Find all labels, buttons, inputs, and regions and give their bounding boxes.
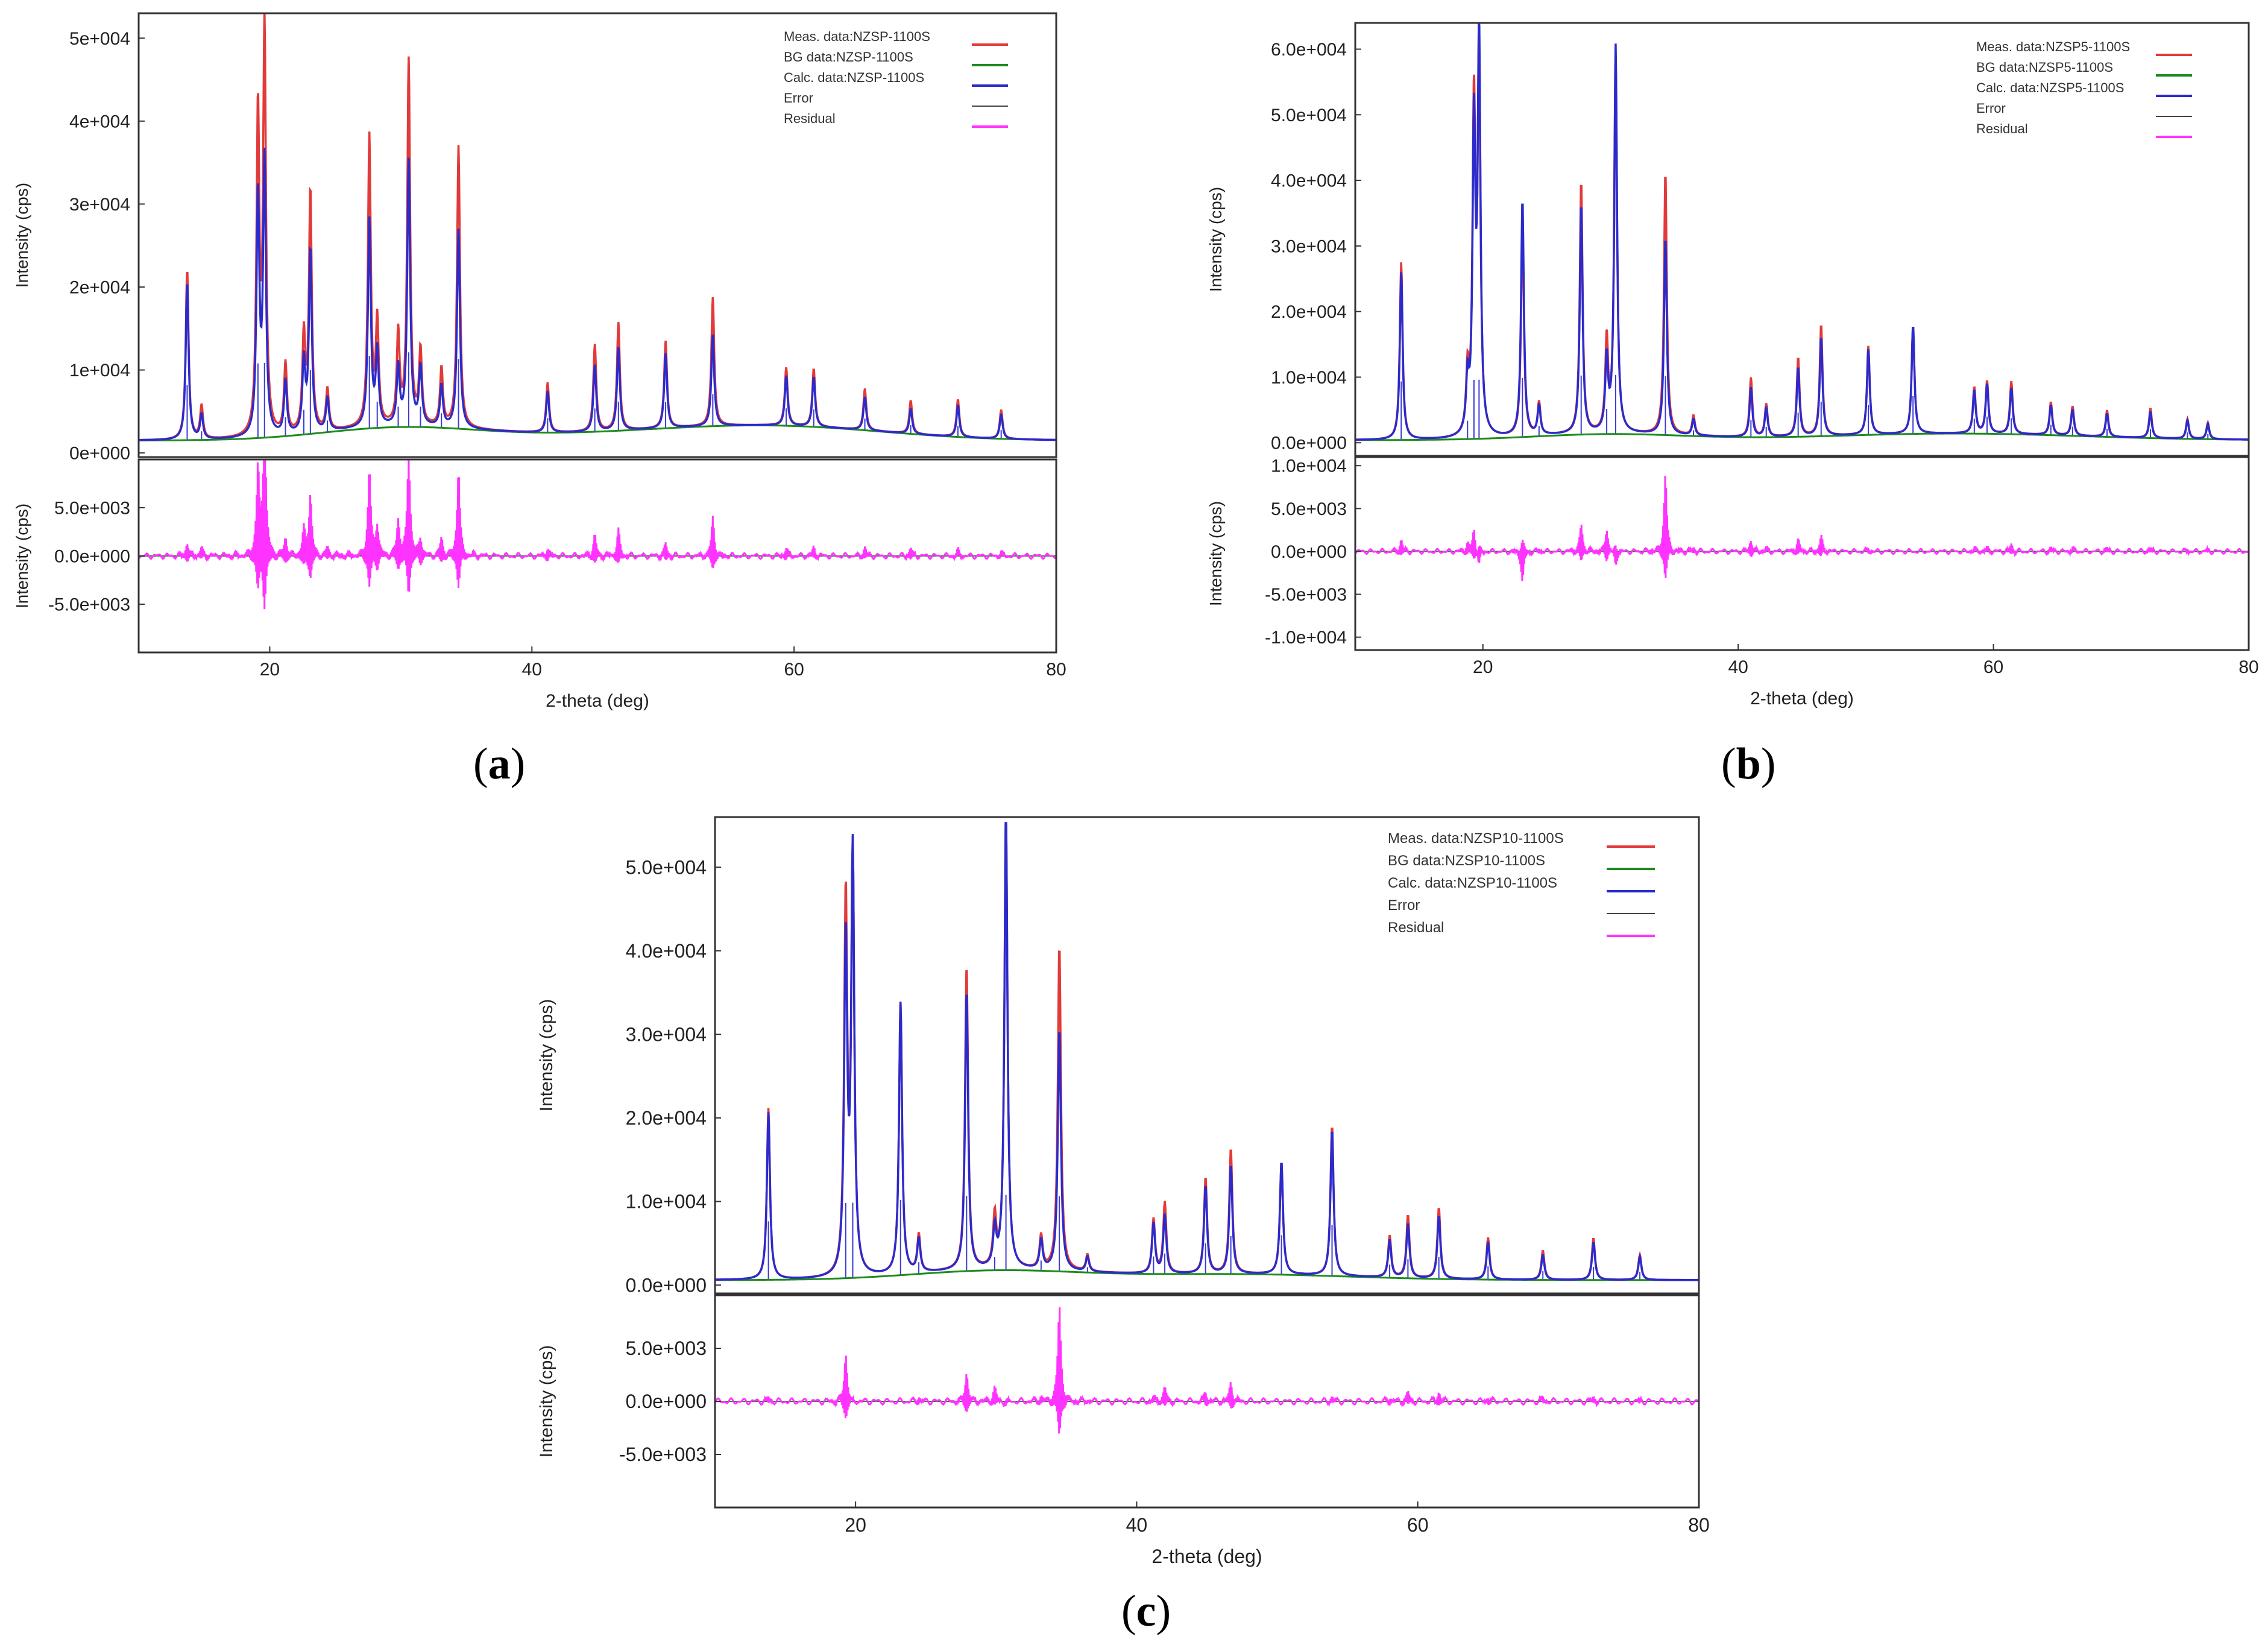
top-plot-area: [715, 821, 1699, 1281]
top-y-tick-label: 1.0e+004: [1271, 368, 1347, 388]
chart-panel-a: 0e+000 1e+004 2e+004 3e+004 4e+004 5e+004 5.0e…: [13, 12, 1066, 711]
series-residual-line: [139, 459, 1056, 610]
x-tick-label: 80: [1046, 660, 1066, 680]
x-tick-label: 60: [1407, 1514, 1429, 1536]
series-residual-line: [715, 1307, 1699, 1434]
bottom-y-tick-label: -5.0e+003: [619, 1444, 707, 1465]
bottom-plot-area: [715, 1307, 1699, 1434]
top-y-tick-label: 3.0e+004: [1271, 236, 1347, 256]
bottom-y-axis-label: Intensity (cps): [1206, 501, 1225, 606]
top-y-tick-label: 0e+000: [69, 444, 130, 464]
x-tick-label: 20: [1473, 657, 1493, 677]
legend-label: Calc. data:NZSP10-1100S: [1388, 875, 1557, 891]
series-calculated-line: [139, 147, 1056, 441]
top-y-tick-label: 2.0e+004: [1271, 302, 1347, 322]
bottom-y-tick-label: -5.0e+003: [1265, 585, 1347, 605]
top-y-tick-label: 2.0e+004: [626, 1107, 707, 1129]
top-y-tick-label: 5e+004: [69, 29, 130, 49]
legend-label: Residual: [784, 111, 836, 126]
x-axis-label: 2-theta (deg): [1151, 1545, 1262, 1567]
panel-label-a: (a): [473, 739, 526, 789]
legend-label: Residual: [1388, 920, 1444, 936]
legend-label: Calc. data:NZSP5-1100S: [1976, 80, 2124, 95]
legend-label: Meas. data:NZSP-1100S: [784, 29, 930, 44]
x-tick-label: 20: [260, 660, 280, 680]
top-y-tick-label: 4.0e+004: [1271, 171, 1347, 191]
top-y-tick-label: 0.0e+000: [1271, 434, 1347, 453]
legend-label: Error: [784, 90, 813, 106]
series-residual-line: [1355, 476, 2249, 581]
x-axis-label: 2-theta (deg): [1750, 689, 1854, 709]
x-tick-label: 60: [1983, 657, 2003, 677]
bottom-y-tick-label: 5.0e+003: [54, 499, 130, 519]
x-tick-label: 40: [522, 660, 542, 680]
bottom-plot-area: [1355, 476, 2249, 581]
legend-label: Calc. data:NZSP-1100S: [784, 70, 924, 85]
legend-label: Meas. data:NZSP10-1100S: [1388, 830, 1564, 847]
top-y-tick-label: 6.0e+004: [1271, 40, 1347, 60]
x-axis-label: 2-theta (deg): [546, 691, 649, 711]
top-y-tick-label: 2e+004: [69, 277, 130, 297]
bottom-plot-area: [139, 459, 1056, 610]
top-y-tick-label: 0.0e+000: [626, 1274, 707, 1296]
bottom-y-tick-label: 1.0e+004: [1271, 456, 1347, 476]
x-tick-label: 40: [1126, 1514, 1148, 1536]
bottom-y-tick-label: 5.0e+003: [1271, 499, 1347, 519]
top-y-tick-label: 5.0e+004: [1271, 106, 1347, 125]
series-background-line: [139, 424, 1056, 441]
legend-label: BG data:NZSP-1100S: [784, 49, 913, 65]
chart-panel-b: 0.0e+000 1.0e+004 2.0e+004 3.0e+004 4.0e+004…: [1206, 22, 2259, 709]
x-tick-label: 80: [2238, 657, 2258, 677]
top-plot-area: [139, 13, 1056, 441]
bottom-y-tick-label: 0.0e+000: [626, 1391, 707, 1412]
top-y-axis-label: Intensity (cps): [13, 183, 31, 288]
legend-label: Residual: [1976, 121, 2028, 136]
series-calculated-line: [715, 821, 1699, 1281]
legend-label: BG data:NZSP10-1100S: [1388, 853, 1545, 869]
series-calculated-line: [1355, 23, 2249, 441]
top-y-tick-label: 1.0e+004: [626, 1191, 707, 1213]
top-y-tick-label: 5.0e+004: [626, 856, 707, 878]
legend-label: Meas. data:NZSP5-1100S: [1976, 39, 2130, 54]
bottom-y-tick-label: -1.0e+004: [1265, 628, 1347, 648]
top-y-tick-label: 4e+004: [69, 112, 130, 131]
bottom-y-tick-label: 0.0e+000: [1271, 542, 1347, 562]
top-y-tick-label: 4.0e+004: [626, 940, 707, 962]
x-tick-label: 80: [1688, 1514, 1710, 1536]
x-tick-label: 40: [1728, 657, 1748, 677]
panel-label-c: (c): [1121, 1586, 1171, 1636]
top-plot-frame: [137, 12, 1057, 458]
top-plot-area: [1355, 23, 2249, 441]
series-background-line: [715, 1269, 1699, 1281]
top-y-tick-label: 1e+004: [69, 361, 130, 380]
x-tick-label: 60: [784, 660, 804, 680]
legend-label: Error: [1976, 101, 2006, 116]
top-y-axis-label: Intensity (cps): [1206, 187, 1225, 292]
legend-label: Error: [1388, 897, 1420, 914]
bottom-y-axis-label: Intensity (cps): [537, 1345, 556, 1458]
bottom-y-tick-label: -5.0e+003: [48, 595, 130, 615]
bottom-y-axis-label: Intensity (cps): [13, 504, 31, 608]
top-plot-frame: [1354, 22, 2250, 457]
x-tick-label: 20: [845, 1514, 866, 1536]
chart-panel-c: 0.0e+000 1.0e+004 2.0e+004 3.0e+004 4.0e+004…: [537, 816, 1710, 1567]
legend-label: BG data:NZSP5-1100S: [1976, 60, 2113, 75]
series-background-line: [1355, 432, 2249, 441]
panel-label-b: (b): [1721, 739, 1776, 789]
top-y-tick-label: 3e+004: [69, 195, 130, 215]
bottom-plot-frame: [1354, 456, 2250, 651]
top-y-tick-label: 3.0e+004: [626, 1024, 707, 1046]
bottom-y-tick-label: 0.0e+000: [54, 547, 130, 567]
top-y-axis-label: Intensity (cps): [537, 999, 556, 1112]
top-plot-frame: [714, 816, 1700, 1295]
bottom-y-tick-label: 5.0e+003: [626, 1337, 707, 1359]
